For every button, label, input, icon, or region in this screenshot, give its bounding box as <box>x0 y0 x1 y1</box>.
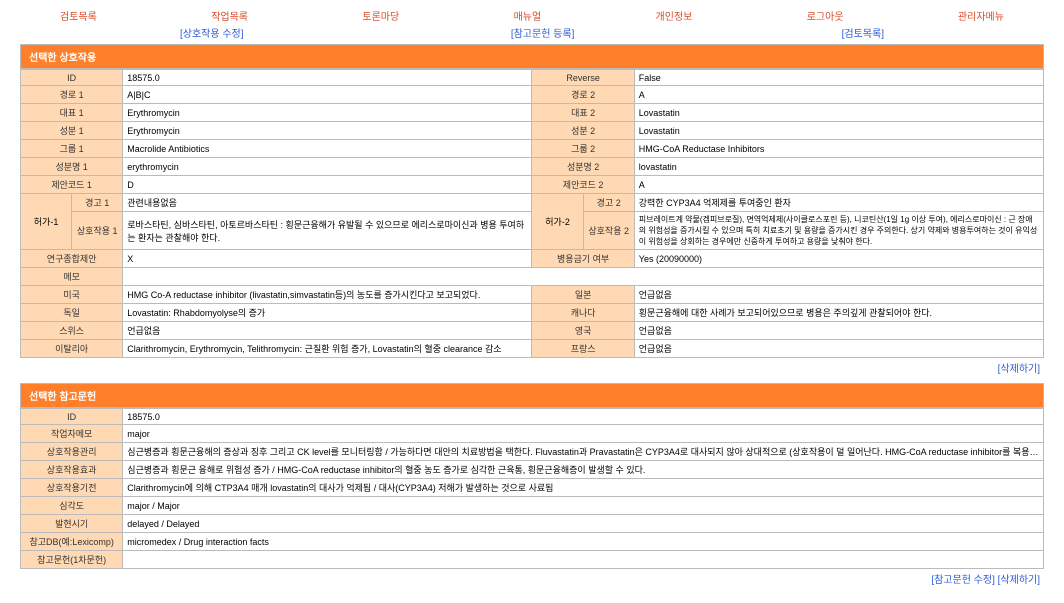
subnav-review-list[interactable]: [검토목록] <box>842 25 884 40</box>
field-value: HMG Co-A reductase inhibitor (livastatin… <box>123 286 532 304</box>
field-value: X <box>123 250 532 268</box>
field-value: Erythromycin <box>123 122 532 140</box>
field-value: Clarithromycin, Erythromycin, Telithromy… <box>123 340 532 358</box>
warn2-value: 강력한 CYP3A4 억제제를 투여중인 환자 <box>634 194 1043 212</box>
nav-admin[interactable]: 관리자메뉴 <box>958 8 1004 23</box>
ref-field-value: 18575.0 <box>123 409 1044 425</box>
interaction-table: ID18575.0ReverseFalse경로 1A|B|C경로 2A대표 1E… <box>20 69 1044 358</box>
field-label: 성분 1 <box>21 122 123 140</box>
field-label: 미국 <box>21 286 123 304</box>
field-value: Lovastatin: Rhabdomyolyse의 증가 <box>123 304 532 322</box>
ref-field-label: 상호작용관리 <box>21 443 123 461</box>
field-value: Lovastatin <box>634 104 1043 122</box>
field-value: A <box>634 86 1043 104</box>
field-label: ID <box>21 70 123 86</box>
ref-field-value: 심근병증과 횡문근 융해로 위험성 증가 / HMG-CoA reductase… <box>123 461 1044 479</box>
delete-interaction-link[interactable]: [삭제하기] <box>998 364 1040 375</box>
field-value: 횡문근융해에 대한 사례가 보고되어있으므로 병용은 주의깊게 관찰되어야 한다… <box>634 304 1043 322</box>
field-value: Lovastatin <box>634 122 1043 140</box>
eff2-label: 상호작용 2 <box>583 212 634 250</box>
ref-field-label: 상호작용효과 <box>21 461 123 479</box>
eff1-value: 로바스타틴, 심바스타틴, 아토르바스타틴 : 횡문근융해가 유발될 수 있으므… <box>123 212 532 250</box>
field-label: 캐나다 <box>532 304 634 322</box>
field-label: 성분명 2 <box>532 158 634 176</box>
field-label: 대표 2 <box>532 104 634 122</box>
field-label: 일본 <box>532 286 634 304</box>
top-nav: 검토목록 작업목록 토론마당 매뉴얼 개인정보 로그아웃 관리자메뉴 <box>20 4 1044 25</box>
ref-field-value: delayed / Delayed <box>123 515 1044 533</box>
field-value: 언급없음 <box>634 322 1043 340</box>
ref-field-label: 상호작용기전 <box>21 479 123 497</box>
warn2-label: 경고 2 <box>583 194 634 212</box>
nav-work-list[interactable]: 작업목록 <box>211 8 248 23</box>
ref-field-value: major <box>123 425 1044 443</box>
field-label: 대표 1 <box>21 104 123 122</box>
field-label: 그룹 2 <box>532 140 634 158</box>
field-label: 경로 2 <box>532 86 634 104</box>
sub-nav: [상호작용 수정] [참고문헌 등록] [검토목록] <box>20 25 1044 44</box>
field-label: 제안코드 2 <box>532 176 634 194</box>
perm-right-label: 허가-2 <box>532 194 583 250</box>
field-value: A|B|C <box>123 86 532 104</box>
field-label: 영국 <box>532 322 634 340</box>
field-value: 18575.0 <box>123 70 532 86</box>
ref-field-label: 참고DB(예:Lexicomp) <box>21 533 123 551</box>
warn1-label: 경고 1 <box>72 194 123 212</box>
field-value: lovastatin <box>634 158 1043 176</box>
field-label: 이탈리아 <box>21 340 123 358</box>
field-label: 독일 <box>21 304 123 322</box>
eff1-label: 상호작용 1 <box>72 212 123 250</box>
field-value: Erythromycin <box>123 104 532 122</box>
field-value: Macrolide Antibiotics <box>123 140 532 158</box>
field-label: 성분명 1 <box>21 158 123 176</box>
field-label: 프랑스 <box>532 340 634 358</box>
nav-logout[interactable]: 로그아웃 <box>807 8 844 23</box>
field-value: erythromycin <box>123 158 532 176</box>
eff2-value: 피브레이트계 약물(겜피브로질), 면역억제제(사이클로스포린 등), 니코틴산… <box>634 212 1043 250</box>
field-label: 경로 1 <box>21 86 123 104</box>
field-value: A <box>634 176 1043 194</box>
field-value: 언급없음 <box>634 340 1043 358</box>
field-label: 스위스 <box>21 322 123 340</box>
field-label: Reverse <box>532 70 634 86</box>
section1-header: 선택한 상호작용 <box>20 44 1044 69</box>
memo-value <box>123 268 1044 286</box>
nav-review-list[interactable]: 검토목록 <box>60 8 97 23</box>
section2-header: 선택한 참고문헌 <box>20 383 1044 408</box>
ref-field-value: micromedex / Drug interaction facts <box>123 533 1044 551</box>
field-value: D <box>123 176 532 194</box>
field-label: 성분 2 <box>532 122 634 140</box>
warn1-value: 관련내용없음 <box>123 194 532 212</box>
ref-field-label: 작업자메모 <box>21 425 123 443</box>
ref-field-label: 심각도 <box>21 497 123 515</box>
subnav-edit-interaction[interactable]: [상호작용 수정] <box>180 25 244 40</box>
field-label: 병용금기 여부 <box>532 250 634 268</box>
reference-table: ID18575.0작업자메모major상호작용관리심근병증과 횡문근융해의 증상… <box>20 408 1044 569</box>
nav-manual[interactable]: 매뉴얼 <box>514 8 542 23</box>
reference-actions-link[interactable]: [참고문헌 수정] [삭제하기] <box>931 575 1040 586</box>
ref-field-label: 발현시기 <box>21 515 123 533</box>
nav-discussion[interactable]: 토론마당 <box>362 8 399 23</box>
field-label: 연구종합제안 <box>21 250 123 268</box>
field-value: 언급없음 <box>123 322 532 340</box>
field-value: 언급없음 <box>634 286 1043 304</box>
perm-left-label: 허가-1 <box>21 194 72 250</box>
ref-field-label: ID <box>21 409 123 425</box>
field-label: 제안코드 1 <box>21 176 123 194</box>
field-value: Yes (20090000) <box>634 250 1043 268</box>
ref-field-value <box>123 551 1044 569</box>
ref-field-label: 참고문헌(1차문헌) <box>21 551 123 569</box>
subnav-register-ref[interactable]: [참고문헌 등록] <box>511 25 575 40</box>
ref-field-value: major / Major <box>123 497 1044 515</box>
ref-field-value: Clarithromycin에 의해 CTP3A4 매개 lovastatin의… <box>123 479 1044 497</box>
memo-label: 메모 <box>21 268 123 286</box>
field-label: 그룹 1 <box>21 140 123 158</box>
field-value: HMG-CoA Reductase Inhibitors <box>634 140 1043 158</box>
ref-field-value: 심근병증과 횡문근융해의 증상과 징후 그리고 CK level를 모니터링함 … <box>123 443 1044 461</box>
nav-profile[interactable]: 개인정보 <box>656 8 693 23</box>
field-value: False <box>634 70 1043 86</box>
